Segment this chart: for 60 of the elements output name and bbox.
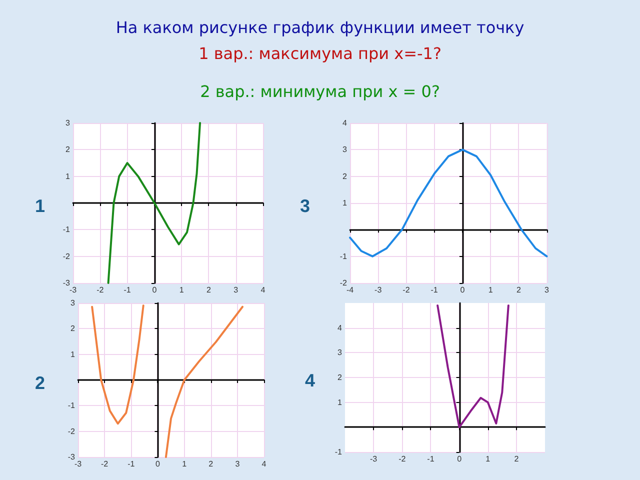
y-tick-label: -1	[68, 401, 76, 410]
text: 3	[300, 196, 310, 216]
text: 4	[305, 370, 316, 390]
x-tick-label: 1	[486, 454, 491, 464]
text: 1 вар.: максимума при x=-1?	[198, 44, 442, 63]
x-tick-label: 3	[234, 286, 239, 294]
line-series	[107, 122, 202, 284]
y-tick-label: 3	[70, 298, 76, 308]
y-tick-label: 1	[66, 172, 71, 181]
y-tick-label: 2	[338, 373, 343, 382]
y-tick-label: 3	[342, 145, 348, 154]
x-tick-label: 1	[488, 286, 494, 294]
text: 1	[35, 196, 46, 216]
y-tick-label: 4	[342, 118, 348, 128]
x-tick-label: 0	[155, 460, 160, 468]
x-tick-label: 2	[516, 286, 522, 294]
x-tick-label: -2	[398, 454, 406, 464]
x-tick-label: 0	[457, 454, 462, 464]
y-tick-label: 3	[338, 348, 343, 358]
y-tick-label: 1	[342, 198, 348, 208]
x-tick-label: 4	[260, 286, 266, 294]
x-tick-label: -3	[370, 454, 378, 464]
x-tick-label: 3	[544, 286, 550, 294]
y-tick-label: -1	[62, 225, 71, 234]
y-tick-label: 2	[342, 172, 348, 181]
y-tick-label: 1	[70, 350, 76, 359]
text: 2	[35, 373, 46, 393]
x-tick-label: -1	[128, 460, 136, 468]
x-tick-label: -2	[101, 460, 109, 468]
x-tick-label: -4	[346, 286, 354, 294]
x-tick-label: 4	[262, 460, 267, 468]
x-tick-label: 2	[208, 460, 214, 468]
x-tick-label: 1	[179, 286, 184, 294]
y-tick-label: 2	[70, 324, 76, 334]
x-tick-label: -1	[124, 286, 132, 294]
y-tick-label: 2	[66, 145, 71, 154]
y-tick-label: -1	[340, 252, 348, 261]
x-tick-label: 3	[235, 460, 240, 468]
text: На каком рисунке график функции имеет точку	[114, 18, 526, 37]
text: 2 вар.: минимума при x = 0?	[199, 82, 441, 101]
x-tick-label: 2	[206, 286, 212, 294]
x-tick-label: -2	[402, 286, 410, 294]
x-tick-label: 2	[514, 454, 520, 464]
y-tick-label: -2	[340, 278, 348, 288]
x-tick-label: 1	[182, 460, 188, 468]
y-tick-label: -1	[334, 448, 343, 456]
y-tick-label: -3	[62, 278, 71, 288]
x-tick-label: -1	[427, 454, 435, 464]
y-tick-label: -2	[62, 252, 71, 261]
line-series	[436, 304, 510, 428]
x-tick-label: -1	[430, 286, 438, 294]
y-tick-label: 4	[338, 323, 343, 332]
line-series	[349, 148, 548, 258]
x-tick-label: -2	[96, 286, 104, 294]
y-tick-label: -2	[68, 426, 76, 436]
x-tick-label: -3	[374, 286, 382, 294]
x-tick-label: 0	[152, 286, 158, 294]
y-tick-label: 1	[338, 398, 343, 407]
y-tick-label: 3	[66, 118, 71, 128]
x-tick-label: 0	[460, 286, 466, 294]
